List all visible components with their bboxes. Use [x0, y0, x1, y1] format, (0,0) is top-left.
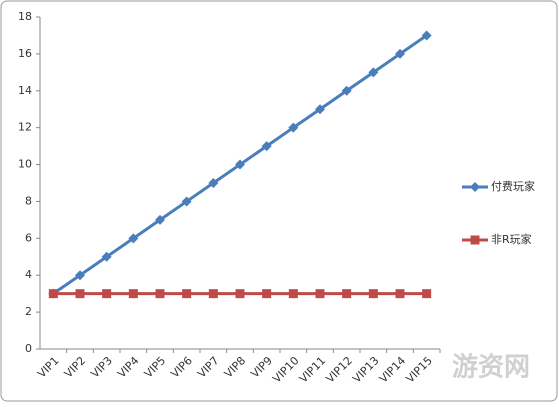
marker	[102, 289, 112, 299]
marker	[421, 30, 432, 41]
y-tick-label: 0	[25, 342, 32, 355]
marker	[315, 104, 325, 115]
marker	[288, 289, 298, 299]
marker	[75, 270, 85, 281]
marker	[155, 289, 165, 299]
marker	[288, 122, 299, 133]
marker	[470, 182, 480, 192]
marker	[128, 289, 138, 299]
marker	[208, 289, 218, 299]
marker	[181, 196, 192, 207]
marker	[128, 233, 139, 244]
legend-label: 付费玩家	[491, 179, 535, 193]
marker	[341, 85, 352, 96]
marker	[235, 159, 245, 170]
y-tick-label: 16	[18, 47, 32, 60]
marker	[262, 289, 272, 299]
watermark: 游资网	[452, 353, 530, 383]
marker	[261, 141, 272, 152]
y-tick-label: 6	[25, 231, 32, 244]
y-tick-label: 12	[18, 121, 32, 134]
y-tick-label: 8	[25, 194, 32, 207]
marker	[368, 289, 378, 299]
marker	[101, 251, 112, 262]
marker	[315, 289, 325, 299]
y-tick-label: 2	[25, 305, 32, 318]
y-tick-label: 4	[25, 268, 32, 281]
y-tick-label: 18	[18, 10, 32, 23]
marker	[48, 289, 58, 299]
marker	[422, 289, 432, 299]
marker	[75, 289, 85, 299]
y-tick-label: 10	[18, 158, 32, 171]
marker	[368, 67, 379, 78]
marker	[395, 48, 405, 59]
marker	[235, 289, 245, 299]
marker	[470, 235, 480, 245]
marker	[342, 289, 352, 299]
marker	[182, 289, 192, 299]
legend-label: 非R玩家	[491, 232, 532, 246]
marker	[208, 178, 219, 188]
marker	[395, 289, 405, 299]
marker	[155, 214, 165, 225]
y-tick-label: 14	[18, 84, 32, 97]
